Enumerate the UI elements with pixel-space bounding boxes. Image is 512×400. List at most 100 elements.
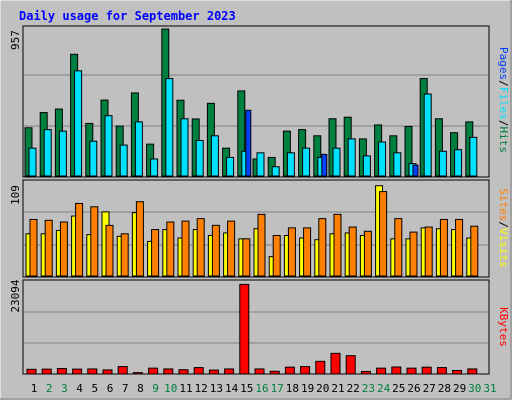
sites-bar bbox=[196, 218, 205, 277]
kbytes-bar bbox=[72, 368, 83, 375]
files-bar bbox=[438, 150, 447, 177]
sites-bar bbox=[333, 213, 342, 277]
files-bar bbox=[165, 78, 174, 177]
sites-bar bbox=[151, 229, 160, 277]
kbytes-bar bbox=[406, 367, 417, 375]
files-bar bbox=[469, 136, 478, 177]
files-bar bbox=[43, 129, 52, 177]
sites-bar bbox=[135, 201, 144, 277]
day-label: 17 bbox=[271, 382, 284, 395]
kbytes-bar bbox=[345, 355, 356, 375]
legend-files: Files bbox=[497, 87, 510, 120]
files-bar bbox=[74, 70, 83, 177]
day-label: 6 bbox=[107, 382, 114, 395]
kbytes-bar bbox=[436, 367, 447, 375]
files-bar bbox=[180, 118, 189, 177]
day-label: 23 bbox=[362, 382, 375, 395]
pages-bar bbox=[245, 109, 252, 177]
legend-visits: Visits bbox=[497, 228, 510, 268]
sites-bar bbox=[105, 224, 114, 277]
legend-pages: Pages bbox=[497, 47, 510, 80]
sites-bar bbox=[272, 234, 281, 277]
kbytes-bar bbox=[41, 368, 52, 375]
files-bar bbox=[347, 138, 356, 177]
sites-bar bbox=[211, 224, 220, 277]
pages-bar bbox=[321, 153, 328, 177]
sites-bar bbox=[409, 231, 418, 277]
kbytes-bar bbox=[117, 366, 128, 375]
files-bar bbox=[89, 140, 98, 177]
files-bar bbox=[28, 147, 37, 177]
kbytes-bar bbox=[330, 352, 341, 375]
y-axis-max-label: 23094 bbox=[9, 279, 22, 312]
legend-label: Pages/Files/Hits bbox=[497, 47, 510, 153]
files-bar bbox=[393, 152, 402, 177]
sites-bar bbox=[303, 227, 312, 277]
kbytes-bar bbox=[269, 370, 280, 375]
day-label: 3 bbox=[61, 382, 68, 395]
files-bar bbox=[332, 147, 341, 177]
legend-separator: / bbox=[497, 120, 510, 127]
y-axis-max-label: 109 bbox=[9, 185, 22, 205]
sites-bar bbox=[227, 220, 236, 277]
day-label: 8 bbox=[137, 382, 144, 395]
sites-bar bbox=[424, 226, 433, 277]
sites-bar bbox=[379, 191, 388, 277]
kbytes-bar bbox=[178, 369, 189, 375]
legend-sites: Sites bbox=[497, 188, 510, 221]
day-label: 26 bbox=[407, 382, 420, 395]
legend-separator: / bbox=[497, 80, 510, 87]
sites-bar bbox=[44, 219, 53, 277]
sites-bar bbox=[242, 238, 251, 277]
files-bar bbox=[58, 130, 67, 177]
files-bar bbox=[454, 149, 463, 177]
sites-bar bbox=[166, 221, 175, 277]
sites-bar bbox=[287, 227, 296, 277]
day-label: 29 bbox=[453, 382, 466, 395]
kbytes-bar bbox=[254, 368, 265, 375]
day-label: 18 bbox=[286, 382, 299, 395]
sites-bar bbox=[181, 220, 190, 277]
sites-bar bbox=[439, 218, 448, 277]
files-bar bbox=[256, 152, 265, 177]
axis-labels: 95710923094Pages/Files/HitsSites/VisitsK… bbox=[9, 30, 510, 395]
day-label: 9 bbox=[152, 382, 159, 395]
kbytes-bar bbox=[102, 369, 113, 375]
kbytes-panel-frame bbox=[22, 279, 490, 375]
day-label: 16 bbox=[255, 382, 268, 395]
day-label: 24 bbox=[377, 382, 391, 395]
kbytes-bar bbox=[284, 366, 295, 375]
legend-kbytes: KBytes bbox=[497, 307, 510, 347]
day-label: 4 bbox=[76, 382, 83, 395]
day-label: 12 bbox=[195, 382, 208, 395]
kbytes-bar bbox=[421, 366, 432, 375]
sites-bar bbox=[455, 218, 464, 277]
sites-bar bbox=[257, 213, 266, 277]
files-bar bbox=[286, 152, 295, 177]
day-label: 31 bbox=[483, 382, 496, 395]
sites-bar bbox=[90, 206, 99, 277]
files-bar bbox=[150, 158, 159, 177]
kbytes-bar bbox=[148, 367, 159, 375]
kbytes-bar bbox=[391, 366, 402, 375]
kbytes-bar bbox=[360, 370, 371, 375]
legend-label: Sites/Visits bbox=[497, 188, 510, 268]
sites-bar bbox=[318, 218, 327, 277]
bars bbox=[24, 28, 479, 375]
sites-bar bbox=[120, 233, 129, 277]
pages-bar bbox=[412, 164, 419, 177]
files-bar bbox=[226, 156, 235, 177]
chart-title: Daily usage for September 2023 bbox=[19, 9, 236, 23]
kbytes-bar bbox=[163, 368, 174, 375]
files-bar bbox=[271, 166, 280, 177]
sites-bar bbox=[59, 221, 68, 277]
files-bar bbox=[210, 135, 219, 177]
sites-bar bbox=[363, 230, 372, 277]
sites-bar bbox=[348, 226, 357, 277]
files-bar bbox=[423, 93, 432, 177]
files-bar bbox=[362, 155, 371, 177]
day-label: 19 bbox=[301, 382, 314, 395]
kbytes-bar bbox=[315, 360, 326, 375]
files-bar bbox=[378, 141, 387, 177]
